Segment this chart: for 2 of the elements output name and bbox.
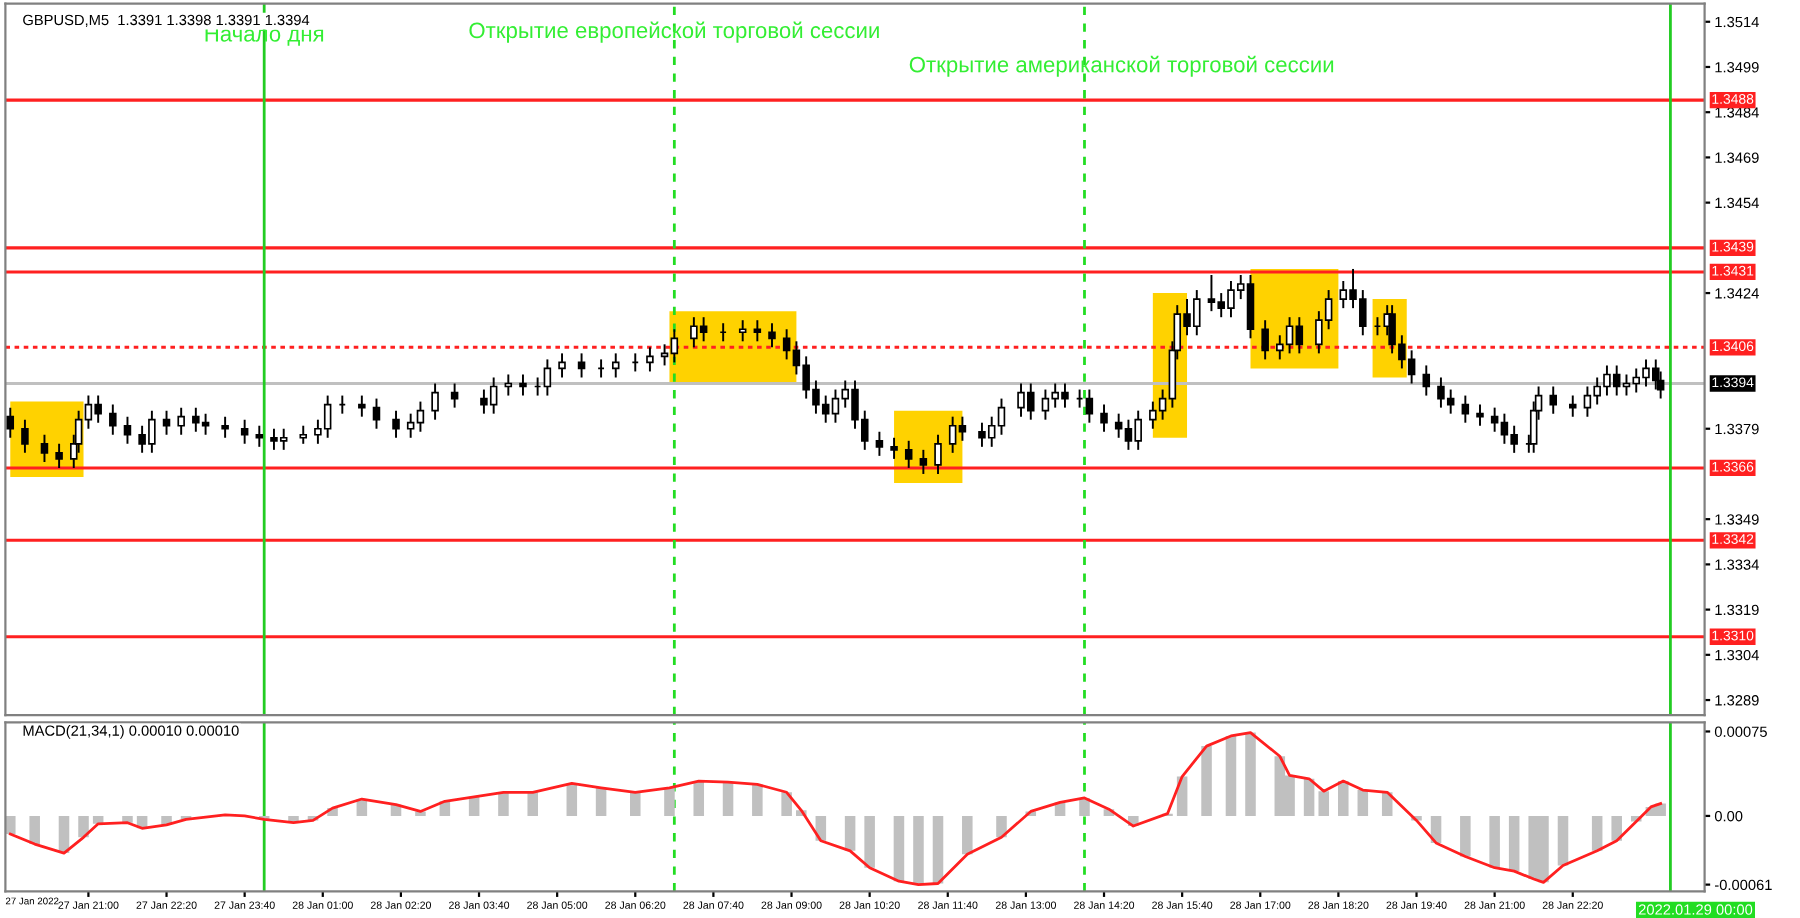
ref-line-label: Открытие американской торговой сессии <box>909 55 1334 77</box>
ref-line-label: Открытие европейской торговой сессии <box>469 21 879 43</box>
